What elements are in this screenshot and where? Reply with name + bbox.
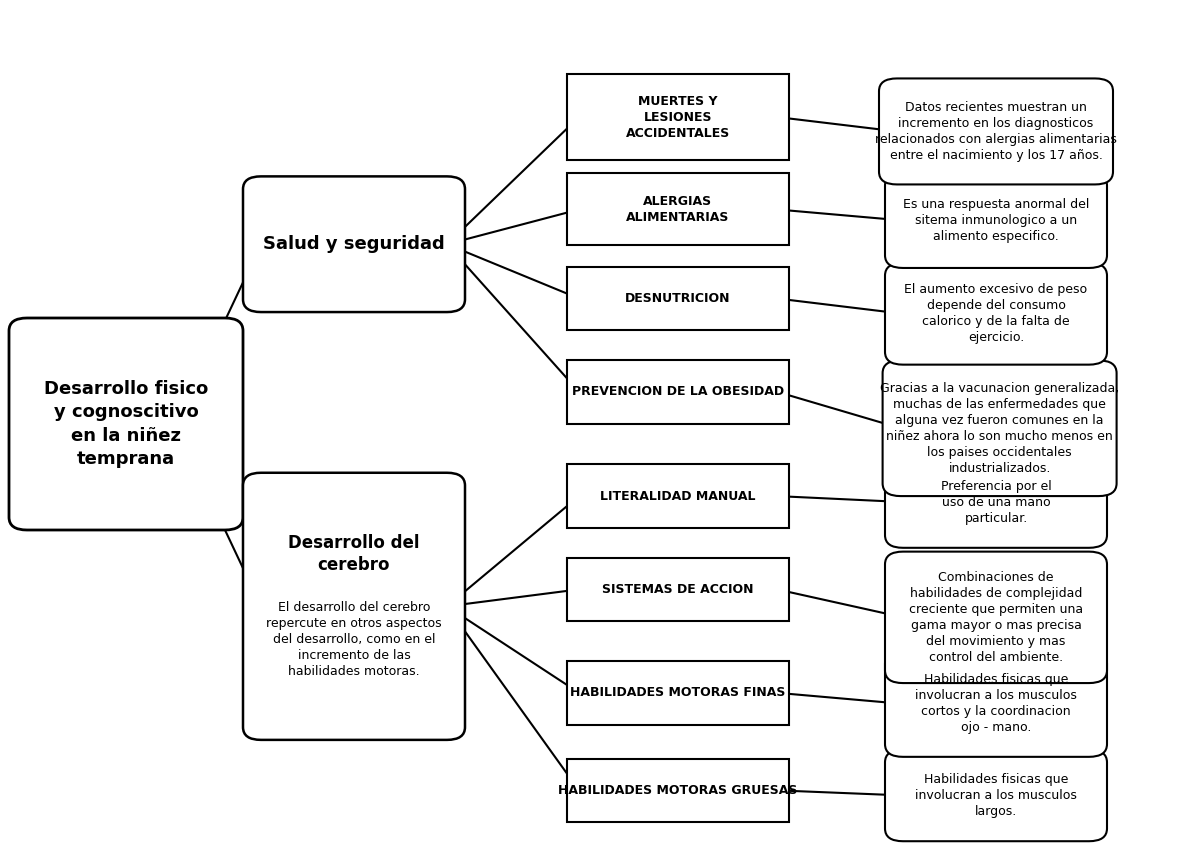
Text: ALERGIAS
ALIMENTARIAS: ALERGIAS ALIMENTARIAS xyxy=(626,195,730,224)
FancyBboxPatch shape xyxy=(242,473,464,739)
FancyBboxPatch shape xyxy=(566,74,790,160)
Text: Datos recientes muestran un
incremento en los diagnosticos
relacionados con aler: Datos recientes muestran un incremento e… xyxy=(875,101,1117,162)
FancyBboxPatch shape xyxy=(884,456,1106,548)
FancyBboxPatch shape xyxy=(566,465,790,527)
Text: DESNUTRICION: DESNUTRICION xyxy=(625,292,731,305)
Text: HABILIDADES MOTORAS GRUESAS: HABILIDADES MOTORAS GRUESAS xyxy=(558,784,798,797)
Text: Salud y seguridad: Salud y seguridad xyxy=(263,235,445,254)
Text: Desarrollo del
cerebro: Desarrollo del cerebro xyxy=(288,534,420,574)
Text: MUERTES Y
LESIONES
ACCIDENTALES: MUERTES Y LESIONES ACCIDENTALES xyxy=(626,94,730,140)
Text: SISTEMAS DE ACCION: SISTEMAS DE ACCION xyxy=(602,583,754,596)
FancyBboxPatch shape xyxy=(566,360,790,423)
Text: Combinaciones de
habilidades de complejidad
creciente que permiten una
gama mayo: Combinaciones de habilidades de compleji… xyxy=(908,571,1084,664)
Text: Gracias a la vacunacion generalizada,
muchas de las enfermedades que
alguna vez : Gracias a la vacunacion generalizada, mu… xyxy=(880,382,1120,475)
FancyBboxPatch shape xyxy=(884,750,1106,841)
FancyBboxPatch shape xyxy=(566,758,790,823)
FancyBboxPatch shape xyxy=(882,360,1116,496)
FancyBboxPatch shape xyxy=(884,173,1106,268)
FancyBboxPatch shape xyxy=(566,266,790,330)
Text: El desarrollo del cerebro
repercute en otros aspectos
del desarrollo, como en el: El desarrollo del cerebro repercute en o… xyxy=(266,601,442,678)
Text: Habilidades fisicas que
involucran a los musculos
cortos y la coordinacion
ojo -: Habilidades fisicas que involucran a los… xyxy=(916,673,1076,734)
Text: LITERALIDAD MANUAL: LITERALIDAD MANUAL xyxy=(600,489,756,503)
FancyBboxPatch shape xyxy=(566,661,790,724)
Text: Habilidades fisicas que
involucran a los musculos
largos.: Habilidades fisicas que involucran a los… xyxy=(916,773,1076,818)
FancyBboxPatch shape xyxy=(566,558,790,621)
Text: HABILIDADES MOTORAS FINAS: HABILIDADES MOTORAS FINAS xyxy=(570,686,786,700)
Text: El aumento excesivo de peso
depende del consumo
calorico y de la falta de
ejerci: El aumento excesivo de peso depende del … xyxy=(905,283,1087,344)
FancyBboxPatch shape xyxy=(884,551,1106,683)
FancyBboxPatch shape xyxy=(242,176,464,312)
FancyBboxPatch shape xyxy=(884,263,1106,365)
Text: Desarrollo fisico
y cognoscitivo
en la niñez
temprana: Desarrollo fisico y cognoscitivo en la n… xyxy=(44,380,208,468)
Text: Preferencia por el
uso de una mano
particular.: Preferencia por el uso de una mano parti… xyxy=(941,479,1051,525)
Text: PREVENCION DE LA OBESIDAD: PREVENCION DE LA OBESIDAD xyxy=(572,385,784,399)
FancyBboxPatch shape xyxy=(8,318,244,530)
FancyBboxPatch shape xyxy=(878,79,1114,185)
Text: Es una respuesta anormal del
sitema inmunologico a un
alimento especifico.: Es una respuesta anormal del sitema inmu… xyxy=(902,198,1090,243)
FancyBboxPatch shape xyxy=(566,174,790,246)
FancyBboxPatch shape xyxy=(884,651,1106,756)
